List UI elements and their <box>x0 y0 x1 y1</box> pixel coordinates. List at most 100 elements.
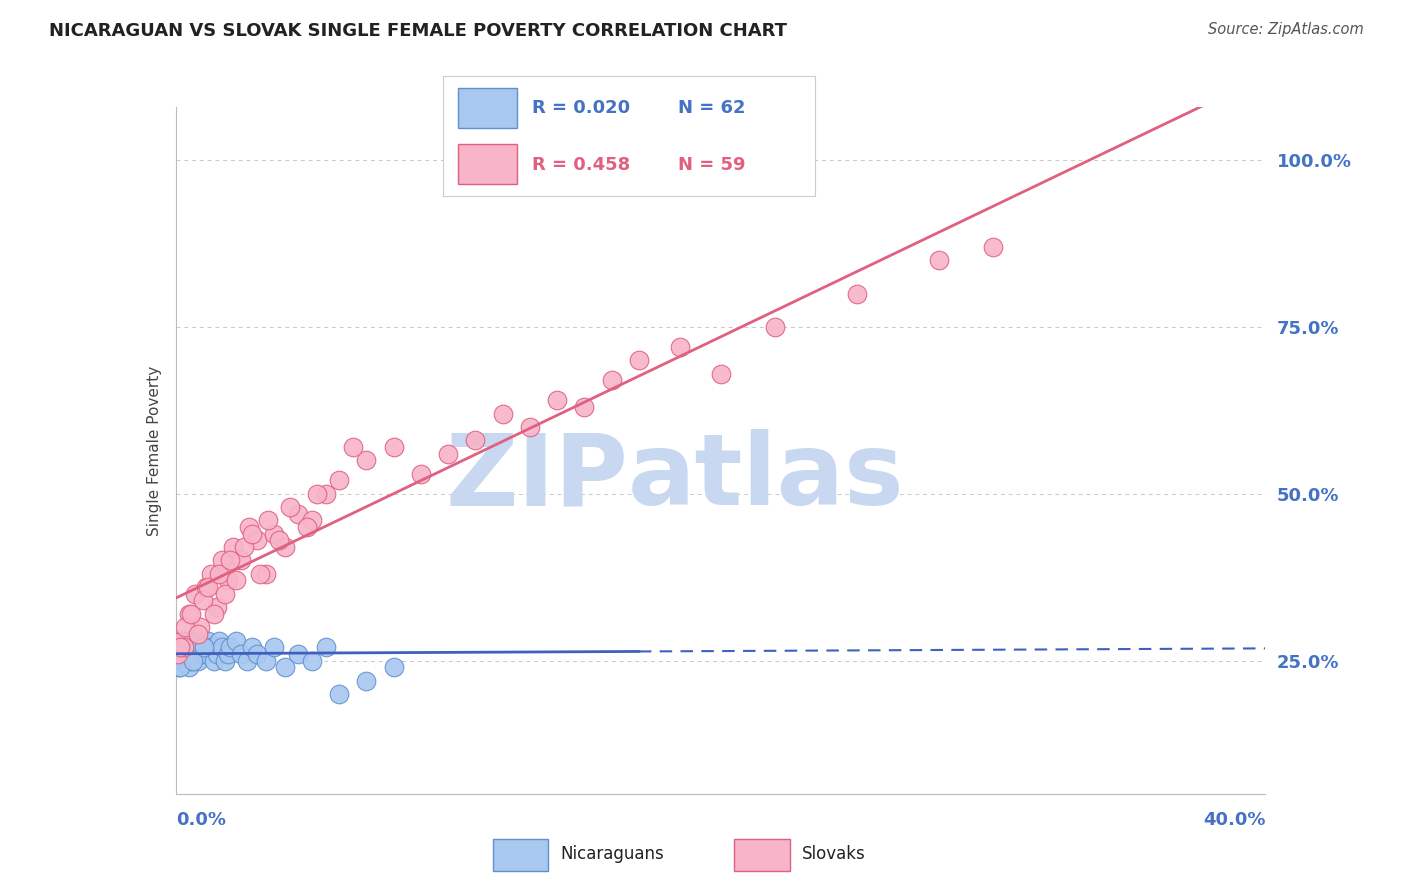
Point <box>263 526 285 541</box>
Point <box>464 434 486 448</box>
Point <box>246 647 269 661</box>
Point <box>166 653 188 667</box>
Point <box>600 374 623 388</box>
Point <box>177 660 200 674</box>
Point <box>186 627 209 641</box>
Text: Nicaraguans: Nicaraguans <box>561 845 665 863</box>
Point <box>179 607 201 621</box>
Point <box>167 660 190 674</box>
FancyBboxPatch shape <box>458 87 517 128</box>
Point <box>173 653 195 667</box>
Point <box>200 640 222 655</box>
Point <box>274 660 297 674</box>
Point <box>205 647 228 661</box>
Point <box>246 533 269 548</box>
Point <box>928 253 950 268</box>
Point <box>211 640 233 655</box>
Point <box>197 633 219 648</box>
Point <box>174 620 197 634</box>
Point <box>437 447 460 461</box>
Point <box>167 647 190 661</box>
Point <box>169 633 191 648</box>
Point <box>172 647 194 661</box>
Point <box>191 640 214 655</box>
Point <box>214 587 236 601</box>
Text: 40.0%: 40.0% <box>1204 811 1265 829</box>
Point <box>170 640 193 655</box>
Text: 0.0%: 0.0% <box>176 811 226 829</box>
Point <box>981 240 1004 254</box>
Point <box>301 513 323 527</box>
Point <box>184 640 207 655</box>
Point <box>181 653 204 667</box>
Point <box>235 653 257 667</box>
Point <box>205 600 228 615</box>
Point <box>269 533 291 548</box>
Point <box>257 513 280 527</box>
Point <box>208 566 231 581</box>
Text: R = 0.458: R = 0.458 <box>533 156 630 174</box>
Point <box>169 660 191 674</box>
Point <box>278 500 301 515</box>
Point <box>222 540 245 554</box>
Point <box>217 647 239 661</box>
Point <box>188 620 211 634</box>
Point <box>186 653 209 667</box>
Point <box>295 520 318 534</box>
Point <box>190 647 212 661</box>
Text: N = 62: N = 62 <box>678 99 745 118</box>
Point <box>172 640 194 655</box>
Point <box>240 526 263 541</box>
Point <box>231 647 253 661</box>
FancyBboxPatch shape <box>492 839 548 871</box>
Point <box>202 607 225 621</box>
Point <box>191 593 214 607</box>
Point <box>184 587 207 601</box>
Point <box>492 407 515 421</box>
Point <box>356 453 378 467</box>
Point <box>174 647 197 661</box>
Point <box>301 653 323 667</box>
Point <box>627 353 650 368</box>
Point <box>546 393 568 408</box>
FancyBboxPatch shape <box>458 145 517 185</box>
Point <box>183 633 205 648</box>
Point <box>179 633 201 648</box>
Point <box>180 653 202 667</box>
Point <box>170 647 193 661</box>
Point <box>180 607 202 621</box>
Point <box>307 487 329 501</box>
Text: ZIP: ZIP <box>446 429 628 526</box>
Point <box>176 633 198 648</box>
Point <box>254 566 277 581</box>
Point <box>181 647 204 661</box>
Point <box>763 320 786 334</box>
Point <box>574 400 596 414</box>
Point <box>193 640 215 655</box>
Point <box>200 566 222 581</box>
Point <box>170 633 193 648</box>
Point <box>287 507 309 521</box>
Point <box>315 487 337 501</box>
Point <box>194 647 217 661</box>
Point <box>219 640 242 655</box>
Point <box>197 580 219 594</box>
Point <box>214 653 236 667</box>
Point <box>238 520 260 534</box>
Point <box>169 640 191 655</box>
FancyBboxPatch shape <box>734 839 790 871</box>
Point <box>328 687 350 701</box>
Point <box>179 647 201 661</box>
Point <box>668 340 690 354</box>
Point <box>225 574 247 588</box>
Point <box>167 640 190 655</box>
Point <box>166 647 188 661</box>
Point <box>342 440 364 454</box>
Point <box>254 653 277 667</box>
Point <box>845 286 868 301</box>
Point <box>249 566 271 581</box>
Point <box>180 640 202 655</box>
Text: atlas: atlas <box>628 429 904 526</box>
Point <box>202 653 225 667</box>
Point <box>208 633 231 648</box>
